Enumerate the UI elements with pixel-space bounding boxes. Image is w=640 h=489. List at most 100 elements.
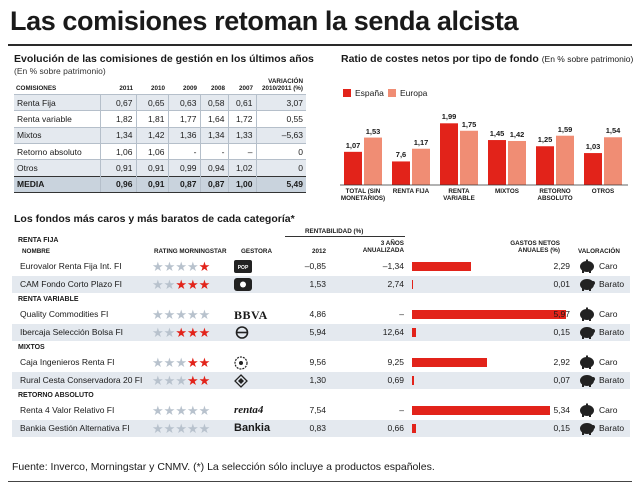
gestora-logo [234,326,250,341]
rating-stars: ★★★★★ [152,308,210,321]
table-cell: 1,81 [136,110,169,128]
gastos-bar [412,358,488,367]
table-cell: 1,34 [100,126,137,144]
evo-header: 2008 [210,84,225,92]
rating-star: ★ [152,325,164,340]
group-label: MIXTOS [18,344,45,351]
fund-name: Rural Cesta Conservadora 20 FI [20,375,143,385]
legend-europa: Europa [388,88,427,98]
table-cell: 5,49 [256,175,306,194]
fund-name: Ibercaja Selección Bolsa FI [20,327,123,337]
bar-value-label: 1,75 [461,119,477,129]
row-label: Renta variable [14,110,101,128]
category-label: RENTA FIJA [392,188,430,195]
rent-3anos: 2,74 [387,279,404,289]
bar-value-label: 1,17 [413,137,429,147]
rent-2012: 1,30 [309,375,326,385]
rating-stars: ★★★★★ [152,260,210,273]
rating-stars: ★★★★★ [152,356,210,369]
table-row: Mixtos 1,34 1,42 1,36 1,34 1,33 –5,63 [14,126,306,144]
gastos-bar [412,424,416,433]
piggy-bank-icon [578,421,596,435]
rating-stars: ★★★★★ [152,404,210,417]
table-cell: 1,42 [136,126,169,144]
fund-row: Rural Cesta Conservadora 20 FI ★★★★★ 1,30 0… [12,372,630,389]
bar-europa [556,135,574,185]
table-cell: 1,00 [228,175,257,194]
rent-3anos: 0,66 [387,423,404,433]
category-label: RETORNO ABSOLUTO [537,188,573,203]
table-cell: 0 [256,143,306,160]
gastos-bar [412,280,413,289]
table-cell: 1,06 [136,143,169,160]
bar-value-label: 1,53 [365,126,381,136]
fund-name: CAM Fondo Corto Plazo FI [20,279,123,289]
fund-name: Eurovalor Renta Fija Int. FI [20,261,122,271]
bar-espana [488,140,506,185]
rating-star: ★ [198,325,211,340]
gastos-value: 5,97 [553,309,570,319]
fund-row: Renta 4 Valor Relativo FI ★★★★★ renta4 7,54… [12,402,630,419]
bar-value-label: 1,25 [537,135,553,145]
table-cell: 0 [256,159,306,177]
rating-star: ★ [163,307,176,322]
table-cell: - [168,143,201,160]
table-cell: 1,64 [200,110,229,128]
category-label: OTROS [591,188,615,195]
piggy-bank-icon [578,259,596,273]
bar-espana [584,153,602,185]
header-2012: 2012 [312,248,327,255]
gastos-value: 0,07 [553,375,570,385]
rating-star: ★ [198,403,211,418]
valoracion-label: Caro [599,261,618,271]
row-label: Renta Fija [14,93,101,111]
gastos-value: 0,01 [553,279,570,289]
rating-star: ★ [163,259,176,274]
rating-star: ★ [152,259,164,274]
group-label: RENTA FIJA [18,237,59,244]
ratio-title: Ratio de costes netos por tipo de fondo … [341,53,633,65]
gastos-bar [412,406,550,415]
rent-2012: 9,56 [309,357,326,367]
fund-name: Bankia Gestión Alternativa FI [20,423,130,433]
category-label: TOTAL (SIN MONETARIOS) [340,188,386,203]
rating-star: ★ [198,373,211,388]
rent-2012: 4,86 [309,309,326,319]
rating-star: ★ [163,373,176,388]
evolucion-header-row: COMISIONES 2011 2010 2009 2008 2007 VARI… [14,78,306,94]
rent-3anos: 12,64 [382,327,404,337]
table-cell: 0,55 [256,110,306,128]
rating-star: ★ [152,373,164,388]
piggy-bank-icon [578,325,596,339]
bar-europa [604,137,622,185]
rating-star: ★ [175,325,187,340]
table-cell: 1,34 [200,126,229,144]
gestora-logo [234,374,248,390]
fund-row: Quality Commodities FI ★★★★★ BBVA 4,86–5,97… [12,306,630,323]
table-cell: 0,96 [100,175,137,194]
rating-star: ★ [175,259,187,274]
fund-row: Ibercaja Selección Bolsa FI ★★★★★ 5,94 12,6… [12,324,630,341]
gastos-value: 5,34 [553,405,570,415]
evo-header: COMISIONES [16,84,57,92]
bar-europa [460,130,478,185]
table-cell: 0,61 [228,93,257,111]
legend-swatch-europa [388,89,396,97]
table-cell: 0,91 [100,159,137,177]
rent-2012: 1,53 [309,279,326,289]
bar-value-label: 1,42 [509,129,525,139]
bar-europa [412,148,430,185]
fund-row: Bankia Gestión Alternativa FI ★★★★★ Bankia… [12,420,630,437]
rating-star: ★ [163,403,176,418]
gestora-logo [234,356,248,372]
rent-3anos: – [399,405,404,415]
evolucion-subtitle: (En % sobre patrimonio) [14,66,106,76]
table-cell: 1,02 [228,159,257,177]
category-label: MIXTOS [494,188,520,195]
table-cell: 1,72 [228,110,257,128]
rent-3anos: 0,69 [387,375,404,385]
rating-star: ★ [152,277,164,292]
fund-row: Caja Ingenieros Renta FI ★★★★★ 9,56 9,25 2,9… [12,354,630,371]
valoracion-label: Caro [599,405,618,415]
rent-2012: 7,54 [309,405,326,415]
